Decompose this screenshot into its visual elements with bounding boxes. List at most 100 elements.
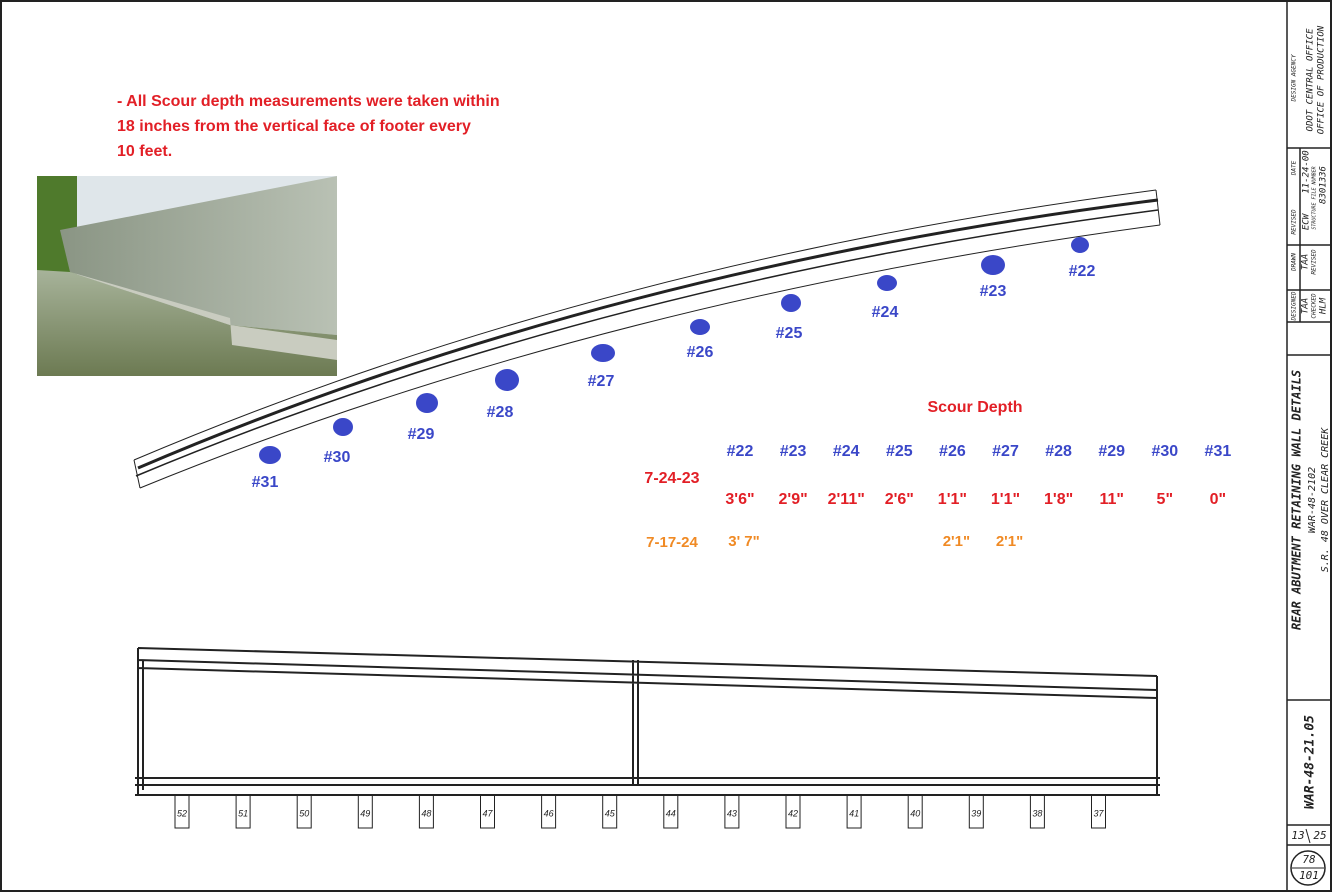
depth-value: 1'1"	[991, 491, 1020, 508]
column-header: #29	[1098, 443, 1125, 460]
pile	[1029, 794, 1045, 829]
note-line: 10 feet.	[117, 143, 172, 160]
scour-point	[333, 418, 353, 436]
pile	[1091, 794, 1106, 829]
wall-photo	[37, 176, 337, 376]
point-label: #26	[687, 344, 714, 361]
point-label: #25	[776, 325, 803, 342]
depth-value: 2'9"	[779, 491, 808, 508]
column-header: #22	[727, 443, 754, 460]
piles: 52 51 50 49 48 47 46 45 44 43 42 41 40 39 38 37	[174, 794, 1106, 829]
drawn: TAA	[1301, 254, 1311, 270]
wall-elevation	[135, 647, 1160, 796]
note: - All Scour depth measurements were take…	[117, 93, 500, 160]
label: DESIGN AGENCY	[1291, 54, 1298, 102]
depth-value: 3' 7"	[728, 533, 760, 550]
pile	[174, 794, 190, 829]
note-line: - All Scour depth measurements were take…	[117, 93, 500, 110]
pile	[968, 794, 984, 829]
pile-number: 52	[177, 808, 187, 818]
pile-number: 37	[1093, 808, 1104, 818]
pile-number: 38	[1032, 808, 1042, 818]
label: DATE	[1291, 160, 1298, 176]
scour-point	[781, 294, 801, 312]
revised: ECW	[1302, 212, 1312, 230]
scour-point	[981, 255, 1005, 275]
pile-number: 51	[238, 808, 248, 818]
column-header: #24	[833, 443, 860, 460]
pile	[724, 794, 740, 829]
depth-value: 2'1"	[943, 533, 970, 550]
point-label: #31	[252, 474, 279, 491]
pile-number: 44	[666, 808, 676, 818]
scour-table: Scour Depth #22 #23 #24 #25 #26 #27 #28 #29 #30 #3…	[644, 399, 1231, 551]
depth-value: 5"	[1157, 491, 1173, 508]
pile-number: 50	[299, 808, 309, 818]
note-line: 18 inches from the vertical face of foot…	[117, 118, 471, 135]
pile	[235, 794, 251, 829]
pile	[418, 794, 434, 829]
sheet-title: REAR ABUTMENT RETAINING WALL DETAILS	[1290, 370, 1304, 630]
column-header: #23	[780, 443, 807, 460]
scour-point	[591, 344, 615, 362]
pile-number: 45	[605, 808, 616, 818]
scour-point	[690, 319, 710, 335]
label: REVISED	[1311, 249, 1318, 275]
sheet: 13	[1291, 829, 1304, 842]
row-date: 7-17-24	[646, 534, 698, 551]
pile-number: 41	[849, 808, 859, 818]
pages: 101	[1299, 869, 1319, 882]
pile	[541, 794, 557, 829]
depth-value: 1'8"	[1044, 491, 1073, 508]
table-title: Scour Depth	[927, 399, 1022, 416]
column-header: #31	[1205, 443, 1232, 460]
checked: HLM	[1319, 297, 1329, 315]
scour-point	[416, 393, 438, 413]
pile	[785, 794, 801, 829]
file-number: 8301336	[1319, 166, 1329, 204]
wall-plan	[133, 189, 1161, 489]
depth-value: 11"	[1099, 491, 1124, 508]
point-label: #29	[408, 426, 435, 443]
pile-number: 48	[421, 808, 431, 818]
drawing-number: WAR-48-21.05	[1303, 715, 1318, 809]
depth-value: 3'6"	[725, 491, 754, 508]
pile-number: 40	[910, 808, 920, 818]
location: S.R. 48 OVER CLEAR CREEK	[1320, 427, 1331, 572]
column-header: #28	[1045, 443, 1072, 460]
depth-value: 1'1"	[938, 491, 967, 508]
pile-number: 49	[360, 808, 370, 818]
sheets: 25	[1313, 829, 1326, 842]
point-label: #28	[487, 404, 514, 421]
depth-value: 2'11"	[828, 491, 865, 508]
pile	[663, 794, 679, 829]
point-label: #23	[980, 283, 1007, 300]
label: DRAWN	[1291, 253, 1298, 272]
pile	[907, 794, 923, 829]
label: DESIGNED	[1291, 291, 1298, 321]
scour-point	[877, 275, 897, 291]
pile-number: 43	[727, 808, 737, 818]
point-label: #24	[872, 304, 899, 321]
label: CHECKED	[1311, 293, 1318, 319]
column-header: #25	[886, 443, 913, 460]
bridge-number: WAR-48-2102	[1307, 467, 1318, 533]
office: OFFICE OF PRODUCTION	[1317, 25, 1327, 134]
scour-point	[1071, 237, 1089, 253]
depth-value: 2'1"	[996, 533, 1023, 550]
title-block: DESIGN AGENCY ODOT CENTRAL OFFICE OFFICE…	[1286, 2, 1331, 891]
pile	[846, 794, 862, 829]
point-label: #30	[324, 449, 351, 466]
agency: ODOT CENTRAL OFFICE	[1306, 28, 1316, 132]
pile-number: 46	[544, 808, 554, 818]
column-header: #30	[1151, 443, 1178, 460]
pile-number: 47	[482, 808, 493, 818]
pile-number: 39	[971, 808, 981, 818]
pile-number: 42	[788, 808, 798, 818]
column-header: #26	[939, 443, 966, 460]
scour-point	[259, 446, 281, 464]
pile	[480, 794, 495, 829]
label: REVISED	[1291, 209, 1298, 235]
pile	[357, 794, 373, 829]
